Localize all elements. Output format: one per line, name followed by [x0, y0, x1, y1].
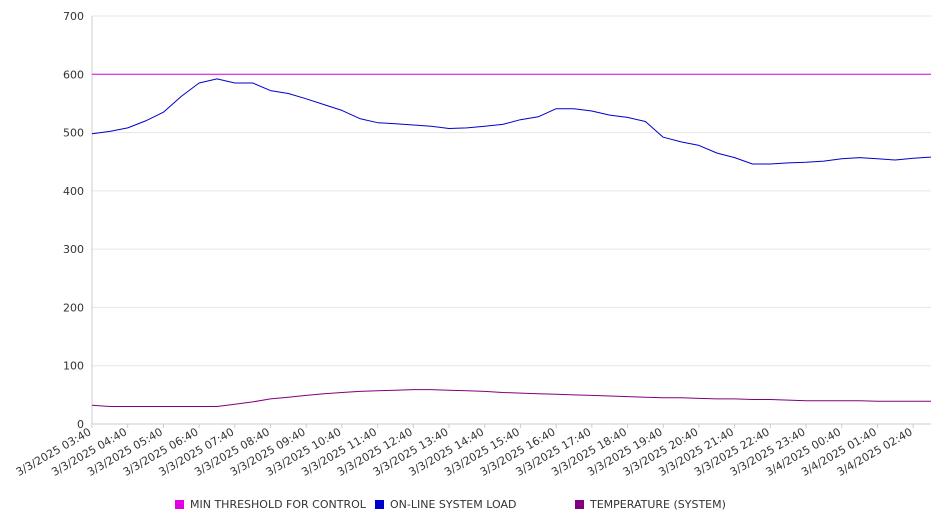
legend-swatch-min-threshold — [175, 500, 184, 509]
series-line-1 — [91, 78, 932, 165]
y-tick-label: 100 — [63, 360, 84, 373]
legend-swatch-system-load — [375, 500, 384, 509]
y-tick-label: 400 — [63, 185, 84, 198]
legend: MIN THRESHOLD FOR CONTROL ON-LINE SYSTEM… — [0, 498, 946, 514]
legend-item-temperature[interactable]: TEMPERATURE (SYSTEM) — [575, 498, 726, 511]
legend-label-min-threshold: MIN THRESHOLD FOR CONTROL — [190, 498, 366, 511]
series-line-2 — [91, 389, 931, 407]
series-lines — [91, 73, 932, 407]
legend-swatch-temperature — [575, 500, 584, 509]
legend-item-min-threshold[interactable]: MIN THRESHOLD FOR CONTROL — [175, 498, 366, 511]
y-axis-tick-labels: 0 100 200 300 400 500 600 700 — [63, 10, 84, 431]
y-gridlines — [92, 15, 931, 367]
x-axis-tick-labels: 3/3/2025 03:403/3/2025 04:403/3/2025 05:… — [14, 424, 915, 479]
y-tick-label: 300 — [63, 243, 84, 256]
y-tick-label: 600 — [63, 68, 84, 81]
axes — [91, 16, 931, 425]
legend-label-system-load: ON-LINE SYSTEM LOAD — [390, 498, 517, 511]
legend-label-temperature: TEMPERATURE (SYSTEM) — [590, 498, 726, 511]
legend-item-system-load[interactable]: ON-LINE SYSTEM LOAD — [375, 498, 516, 511]
y-tick-label: 500 — [63, 127, 84, 140]
y-tick-label: 700 — [63, 10, 84, 23]
y-tick-label: 0 — [77, 418, 84, 431]
y-tick-label: 200 — [63, 301, 84, 314]
